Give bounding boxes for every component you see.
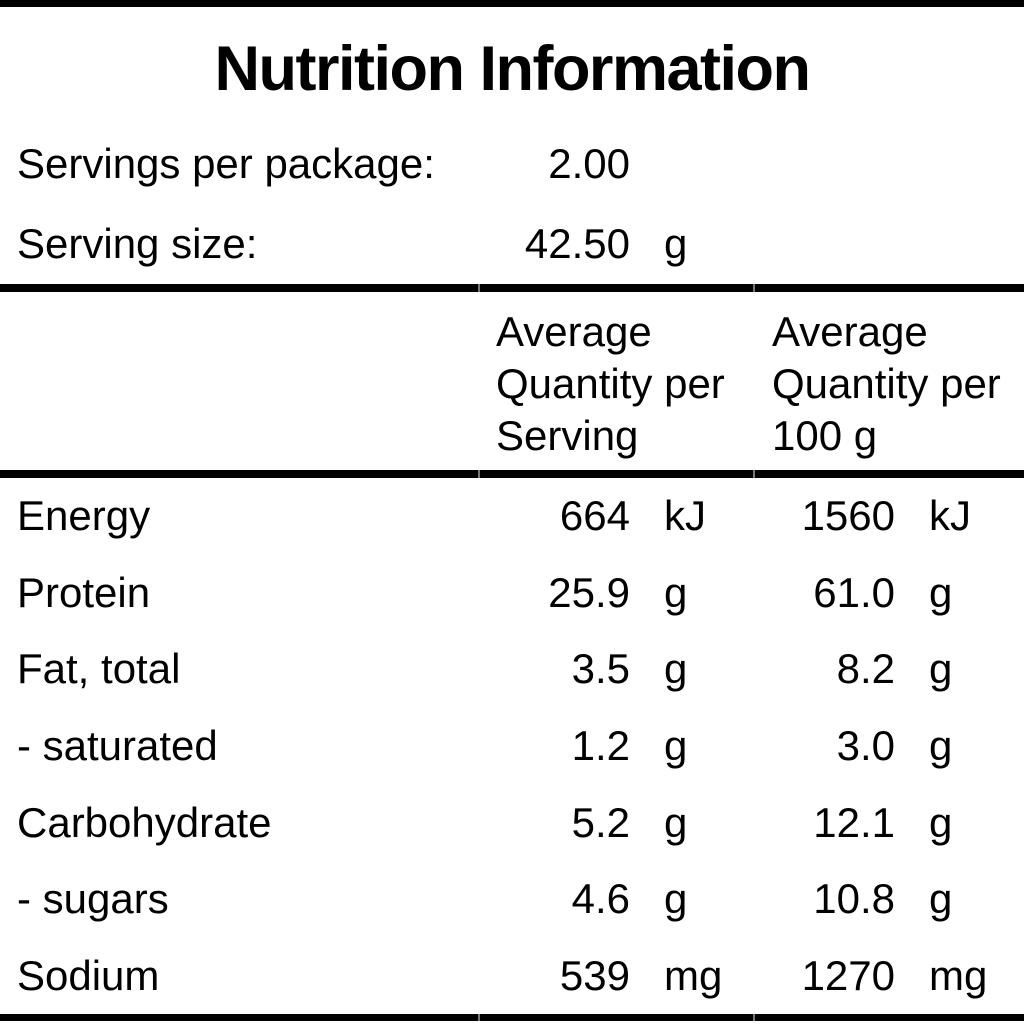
bottom-border-rule	[0, 1014, 1024, 1021]
servings-per-package-row: Servings per package: 2.00	[0, 124, 1024, 204]
per-serving-value: 5.2	[571, 798, 630, 846]
serving-size-label: Serving size:	[17, 220, 258, 267]
per-serving-value: 25.9	[548, 568, 630, 616]
nutrient-name: Sodium	[17, 951, 160, 999]
per-serving-value: 1.2	[571, 722, 630, 770]
nutrient-name: Carbohydrate	[17, 798, 272, 846]
table-header-row: Average Quantity per Serving Average Qua…	[0, 292, 1024, 470]
header-bottom-rule	[0, 470, 1024, 478]
per-100g-column-header: Average Quantity per 100 g	[772, 308, 1001, 459]
nutrient-name: Protein	[17, 568, 151, 616]
per-serving-column-header: Average Quantity per Serving	[496, 308, 725, 459]
nutrient-name: - sugars	[17, 875, 169, 923]
top-border-rule	[0, 0, 1024, 7]
per-100g-unit: g	[929, 798, 953, 846]
per-serving-unit: g	[664, 568, 688, 616]
serving-size-row: Serving size: 42.50 g	[0, 204, 1024, 284]
header-top-rule	[0, 284, 1024, 292]
per-serving-value: 3.5	[571, 645, 630, 693]
serving-info-section: Servings per package: 2.00 Serving size:…	[0, 124, 1024, 284]
servings-per-package-label: Servings per package:	[17, 140, 435, 187]
per-100g-value: 10.8	[813, 875, 895, 923]
per-serving-unit: g	[664, 798, 688, 846]
nutrient-column-header	[0, 306, 478, 470]
per-100g-unit: mg	[929, 951, 988, 999]
nutrient-table-body: Energy 664 kJ 1560 kJ Protein 25.9 g 61.…	[0, 478, 1024, 1014]
table-row-protein: Protein 25.9 g 61.0 g	[0, 555, 1024, 632]
per-serving-value: 539	[559, 951, 630, 999]
per-100g-unit: g	[929, 645, 953, 693]
table-row-saturated: - saturated 1.2 g 3.0 g	[0, 708, 1024, 785]
panel-title: Nutrition Information	[214, 34, 811, 104]
per-serving-value: 4.6	[571, 875, 630, 923]
per-100g-unit: kJ	[929, 492, 971, 540]
per-100g-unit: g	[929, 875, 953, 923]
serving-size-value: 42.50	[524, 220, 630, 267]
per-100g-value: 3.0	[836, 722, 895, 770]
serving-size-unit: g	[664, 220, 688, 267]
table-row-carbohydrate: Carbohydrate 5.2 g 12.1 g	[0, 784, 1024, 861]
nutrient-name: Fat, total	[17, 645, 181, 693]
per-serving-unit: mg	[664, 951, 723, 999]
per-100g-value: 12.1	[813, 798, 895, 846]
table-row-sugars: - sugars 4.6 g 10.8 g	[0, 861, 1024, 938]
table-row-fat-total: Fat, total 3.5 g 8.2 g	[0, 631, 1024, 708]
per-100g-unit: g	[929, 568, 953, 616]
per-serving-unit: g	[664, 875, 688, 923]
per-100g-value: 1560	[801, 492, 895, 540]
per-serving-unit: kJ	[664, 492, 706, 540]
nutrient-name: Energy	[17, 492, 151, 540]
per-100g-unit: g	[929, 722, 953, 770]
per-serving-unit: g	[664, 645, 688, 693]
table-row-energy: Energy 664 kJ 1560 kJ	[0, 478, 1024, 555]
per-100g-value: 1270	[801, 951, 895, 999]
servings-per-package-value: 2.00	[548, 140, 630, 187]
per-100g-value: 8.2	[836, 645, 895, 693]
per-serving-unit: g	[664, 722, 688, 770]
nutrient-name: - saturated	[17, 722, 218, 770]
per-serving-value: 664	[559, 492, 630, 540]
per-100g-value: 61.0	[813, 568, 895, 616]
table-row-sodium: Sodium 539 mg 1270 mg	[0, 937, 1024, 1014]
